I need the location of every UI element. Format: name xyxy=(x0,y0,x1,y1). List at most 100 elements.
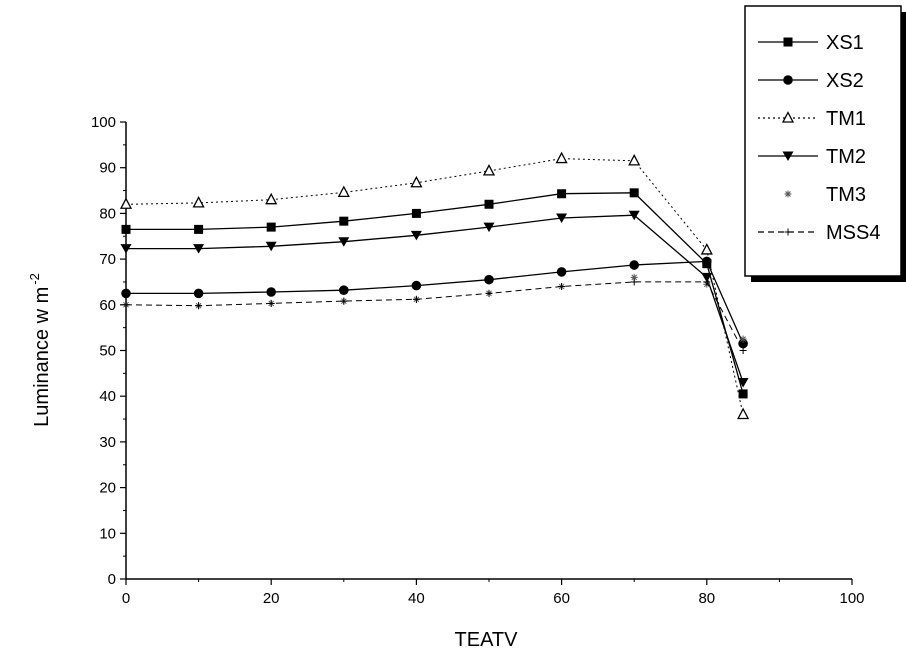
data-point xyxy=(629,188,639,198)
data-point xyxy=(121,224,131,234)
y-tick-label: 80 xyxy=(99,205,116,222)
legend-marker xyxy=(782,151,794,161)
x-axis-title: TEATV xyxy=(455,629,519,651)
data-point xyxy=(266,222,276,232)
data-point xyxy=(485,289,493,297)
x-tick-label: 100 xyxy=(839,590,864,607)
data-point xyxy=(555,151,568,164)
data-point xyxy=(338,237,350,247)
plot-area: 0 10 20 30 40 50 60 70 80 90 100 0 20 40 60 80 100 xyxy=(91,114,865,607)
data-point xyxy=(737,407,750,420)
legend-entry-tm3: TM3 xyxy=(784,184,866,206)
legend-label: TM1 xyxy=(826,108,866,130)
data-point xyxy=(339,216,349,226)
legend-marker xyxy=(784,228,792,236)
x-tick-label: 0 xyxy=(122,590,130,607)
data-point xyxy=(120,244,132,254)
data-point xyxy=(121,288,131,299)
legend-label: MSS4 xyxy=(826,222,880,244)
data-point xyxy=(483,222,495,233)
data-point xyxy=(557,189,567,199)
data-point xyxy=(484,199,494,209)
svg-text:Luminance w m-2: Luminance w m -2 xyxy=(27,273,53,427)
data-point xyxy=(410,175,423,188)
data-point xyxy=(484,274,494,285)
legend-label: XS2 xyxy=(826,70,864,92)
data-point xyxy=(193,244,205,254)
data-point xyxy=(337,185,350,198)
legend: XS1 XS2 TM1 TM2 TM3 MSS4 xyxy=(744,5,906,282)
series-layer xyxy=(119,151,750,420)
data-point xyxy=(737,377,749,388)
data-point xyxy=(192,195,205,208)
series-line-tm1 xyxy=(125,158,744,415)
data-point xyxy=(556,267,567,277)
series-line-tm2 xyxy=(126,214,744,383)
series-line-mss4 xyxy=(125,281,744,351)
legend-label: TM2 xyxy=(826,146,866,168)
legend-entry-xs1: XS1 xyxy=(758,32,864,54)
data-point xyxy=(703,278,711,286)
legend-marker xyxy=(783,75,793,85)
legend-marker xyxy=(784,190,792,198)
data-point xyxy=(119,197,133,209)
data-point xyxy=(739,347,747,354)
data-point xyxy=(629,260,639,270)
legend-label: TM3 xyxy=(826,184,866,206)
series-tm1 xyxy=(119,151,750,420)
data-point xyxy=(411,280,422,291)
legend-label: XS1 xyxy=(826,32,864,54)
data-point xyxy=(556,213,568,223)
data-point xyxy=(412,295,420,303)
data-point xyxy=(122,301,130,309)
y-tick-label: 10 xyxy=(99,525,116,542)
data-point xyxy=(558,283,566,291)
y-tick-label: 90 xyxy=(99,160,116,177)
data-point xyxy=(265,241,277,252)
legend-marker xyxy=(781,111,795,123)
data-point xyxy=(701,272,713,283)
x-tick-label: 60 xyxy=(553,590,570,607)
data-point xyxy=(195,302,203,310)
data-point xyxy=(739,335,747,343)
data-point xyxy=(410,230,422,241)
y-tick-label: 20 xyxy=(99,480,116,497)
data-point xyxy=(628,153,641,166)
legend-entry-xs2: XS2 xyxy=(758,70,864,92)
y-axis-title-text: Luminance w m xyxy=(31,287,53,427)
y-tick-label: 30 xyxy=(99,434,116,451)
series-tm2 xyxy=(120,210,749,388)
series-line-xs1 xyxy=(126,192,744,395)
data-point xyxy=(265,192,278,205)
series-xs2 xyxy=(121,256,748,349)
x-tick-label: 40 xyxy=(408,590,425,607)
y-tick-label: 40 xyxy=(99,388,116,405)
y-axis-title: Luminance w m -2 xyxy=(27,273,53,427)
data-point xyxy=(340,297,348,305)
legend-entry-tm1: TM1 xyxy=(758,108,866,130)
data-point xyxy=(700,243,713,255)
data-point xyxy=(266,287,277,297)
data-point xyxy=(339,285,349,295)
data-point xyxy=(193,288,204,299)
y-tick-label: 100 xyxy=(91,114,116,131)
data-point xyxy=(628,210,640,221)
series-line-xs2 xyxy=(126,260,744,344)
data-point xyxy=(194,224,204,234)
y-axis-title-exponent: -2 xyxy=(27,273,42,285)
data-point xyxy=(411,208,421,218)
y-tick-label: 70 xyxy=(99,251,116,268)
y-tick-label: 50 xyxy=(99,343,116,360)
x-tick-label: 80 xyxy=(698,590,715,607)
series-mss4 xyxy=(122,278,747,354)
legend-entry-tm2: TM2 xyxy=(758,146,866,168)
y-tick-label: 0 xyxy=(108,571,116,588)
data-point xyxy=(482,164,496,176)
x-tick-label: 20 xyxy=(263,590,280,607)
legend-entry-mss4: MSS4 xyxy=(758,222,880,244)
legend-box xyxy=(744,5,902,277)
legend-marker xyxy=(783,37,793,47)
y-tick-label: 60 xyxy=(99,297,116,314)
data-point xyxy=(738,389,748,399)
